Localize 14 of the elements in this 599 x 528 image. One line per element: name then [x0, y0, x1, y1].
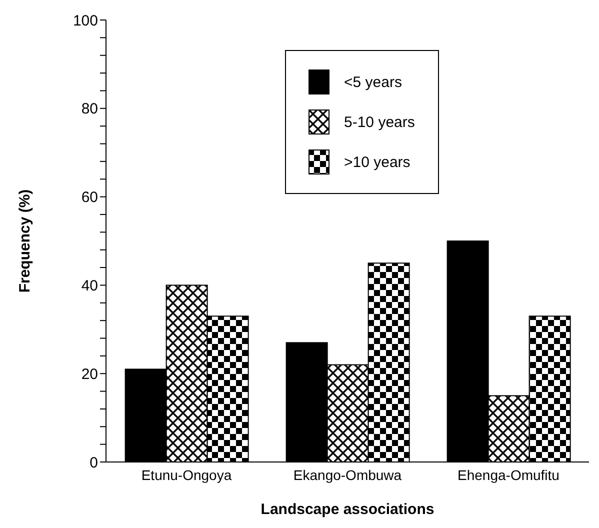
x-tick-label: Etunu-Ongoya [141, 466, 232, 483]
x-tick-label: Ekango-Ombuwa [293, 466, 402, 483]
y-tick-label: 0 [90, 454, 98, 472]
y-tick-label: 60 [81, 189, 98, 206]
y-axis-title: Frequency (%) [16, 189, 34, 293]
legend-label: 5-10 years [344, 114, 415, 130]
x-axis-title: Landscape associations [260, 501, 434, 518]
legend-label: >10 years [344, 154, 410, 170]
y-tick-label: 100 [72, 12, 98, 30]
legend-label: <5 years [344, 74, 402, 90]
y-tick-label: 20 [81, 366, 98, 383]
x-tick-label: Ehenga-Omufitu [458, 466, 560, 483]
y-tick-label: 40 [81, 278, 98, 295]
y-tick-label: 80 [81, 100, 98, 118]
